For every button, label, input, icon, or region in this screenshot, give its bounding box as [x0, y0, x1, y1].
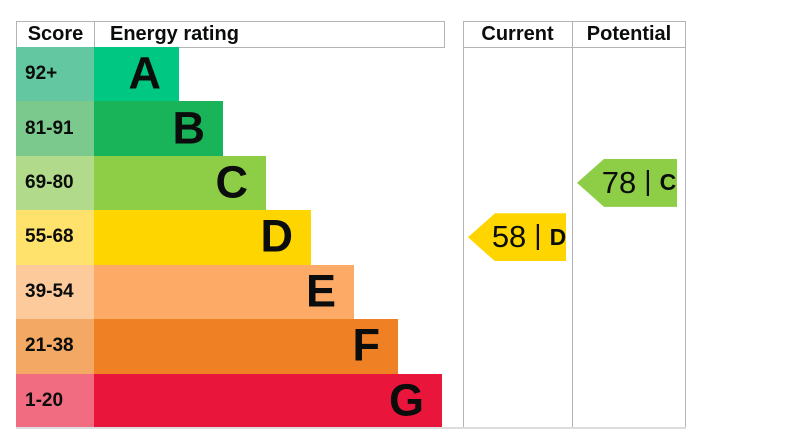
band-row-f: 21-38 F — [16, 319, 398, 374]
header-score: Score — [17, 22, 95, 47]
band-letter: E — [305, 265, 336, 317]
band-row-c: 69-80 C — [16, 155, 266, 211]
potential-column-right-line — [685, 21, 686, 428]
header-potential: Potential — [586, 23, 672, 45]
band-score-range: 81-91 — [16, 101, 94, 156]
band-bar: D — [94, 210, 311, 265]
band-letter: B — [172, 102, 206, 154]
band-bar: C — [94, 155, 266, 211]
band-letter: G — [388, 374, 424, 426]
current-separator: | — [534, 219, 542, 251]
chart-header-right: Current Potential — [463, 21, 686, 48]
header-energy-rating: Energy rating — [110, 23, 239, 45]
band-bar: G — [94, 373, 442, 428]
current-rating-arrow: 58 | D — [468, 213, 567, 262]
band-score-range: 39-54 — [16, 264, 94, 320]
band-score-range: 92+ — [16, 47, 94, 102]
potential-rating-letter: C — [659, 169, 677, 196]
band-bar: E — [94, 264, 354, 320]
potential-separator: | — [644, 164, 652, 196]
band-score-range: 55-68 — [16, 210, 94, 265]
band-letter: A — [128, 47, 162, 99]
band-row-b: 81-91 B — [16, 101, 223, 156]
current-potential-divider-line — [572, 21, 573, 428]
chart-bottom-border — [16, 427, 686, 429]
band-bar: A — [94, 47, 179, 102]
chart-header-left: Score Energy rating — [16, 21, 445, 48]
current-column-left-line — [463, 21, 464, 428]
band-row-d: 55-68 D — [16, 210, 311, 265]
current-rating-letter: D — [549, 223, 567, 250]
band-letter: D — [260, 211, 294, 263]
band-letter: C — [215, 156, 249, 208]
band-row-a: 92+ A — [16, 47, 179, 102]
potential-rating-arrow: 78 | C — [577, 158, 677, 207]
band-letter: F — [352, 319, 381, 371]
band-bar: B — [94, 101, 223, 156]
header-current: Current — [481, 23, 554, 45]
band-score-range: 69-80 — [16, 155, 94, 211]
band-score-range: 1-20 — [16, 373, 94, 428]
band-row-g: 1-20 G — [16, 373, 442, 428]
band-bar: F — [94, 319, 398, 374]
band-row-e: 39-54 E — [16, 264, 354, 320]
potential-score-value: 78 — [601, 164, 637, 200]
band-score-range: 21-38 — [16, 319, 94, 374]
current-score-value: 58 — [491, 219, 527, 255]
